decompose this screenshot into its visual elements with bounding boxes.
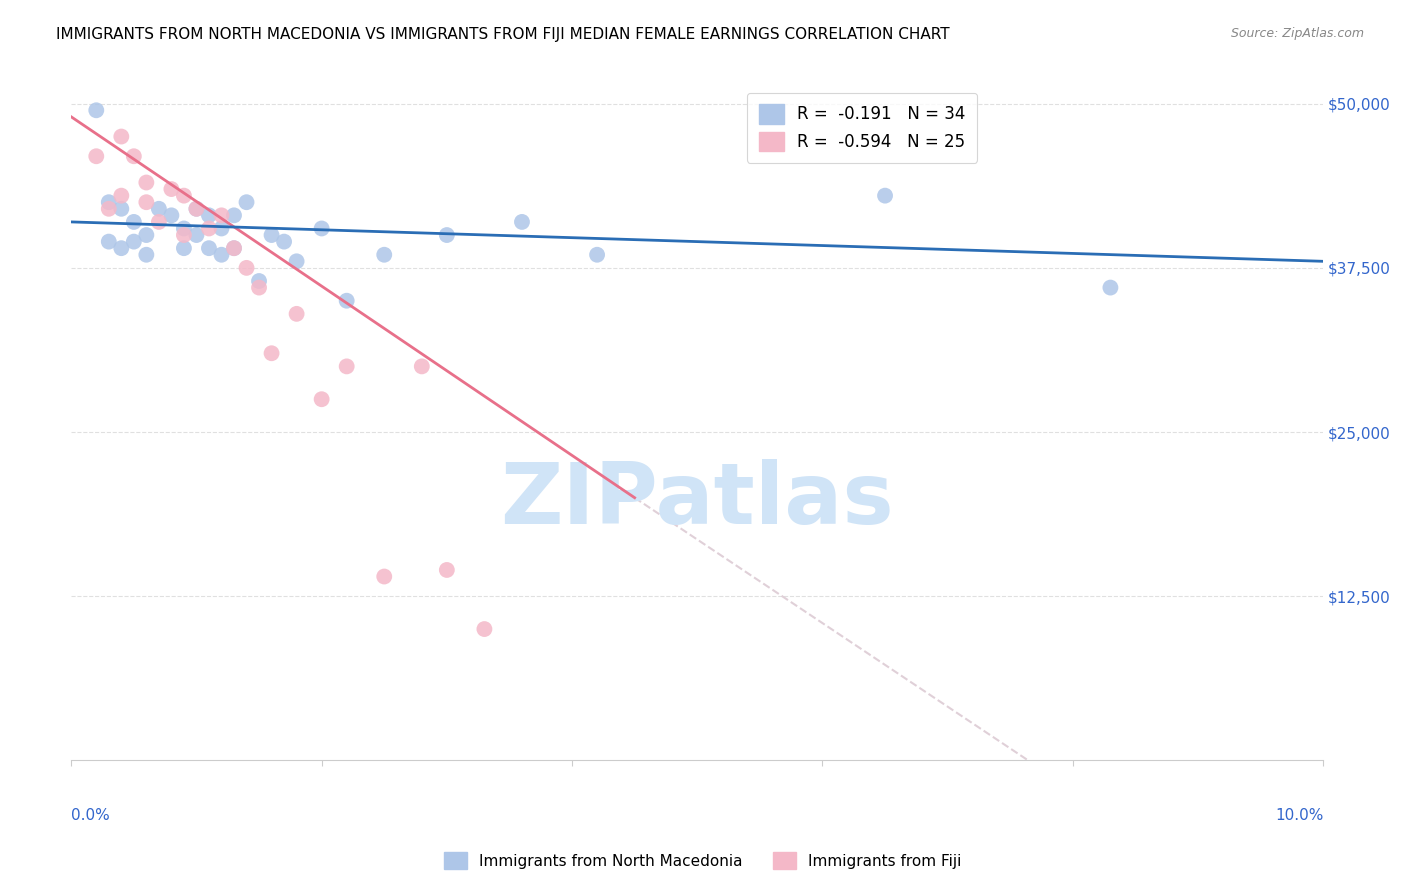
Point	[510, 215, 533, 229]
Point	[1099, 280, 1122, 294]
Point	[84, 103, 107, 118]
Point	[285, 307, 308, 321]
Point	[110, 129, 132, 144]
Point	[211, 208, 233, 222]
Legend: R =  -0.191   N = 34, R =  -0.594   N = 25: R = -0.191 N = 34, R = -0.594 N = 25	[747, 93, 977, 162]
Point	[97, 195, 120, 210]
Point	[873, 188, 896, 202]
Point	[211, 248, 233, 262]
Point	[135, 195, 157, 210]
Point	[186, 202, 208, 216]
Point	[110, 241, 132, 255]
Point	[173, 221, 195, 235]
Point	[160, 182, 183, 196]
Point	[122, 149, 145, 163]
Point	[474, 622, 496, 636]
Point	[110, 202, 132, 216]
Point	[122, 215, 145, 229]
Text: ZIPatlas: ZIPatlas	[501, 459, 894, 542]
Point	[97, 202, 120, 216]
Point	[135, 248, 157, 262]
Point	[273, 235, 295, 249]
Point	[160, 208, 183, 222]
Point	[436, 563, 458, 577]
Point	[186, 202, 208, 216]
Point	[336, 359, 359, 374]
Point	[235, 260, 257, 275]
Point	[198, 221, 221, 235]
Point	[373, 248, 395, 262]
Text: Source: ZipAtlas.com: Source: ZipAtlas.com	[1230, 27, 1364, 40]
Point	[84, 149, 107, 163]
Point	[247, 274, 270, 288]
Legend: Immigrants from North Macedonia, Immigrants from Fiji: Immigrants from North Macedonia, Immigra…	[439, 846, 967, 875]
Point	[586, 248, 609, 262]
Text: IMMIGRANTS FROM NORTH MACEDONIA VS IMMIGRANTS FROM FIJI MEDIAN FEMALE EARNINGS C: IMMIGRANTS FROM NORTH MACEDONIA VS IMMIG…	[56, 27, 950, 42]
Point	[235, 195, 257, 210]
Point	[211, 221, 233, 235]
Point	[173, 241, 195, 255]
Point	[260, 346, 283, 360]
Point	[135, 176, 157, 190]
Text: 0.0%: 0.0%	[72, 808, 110, 823]
Point	[198, 208, 221, 222]
Point	[247, 280, 270, 294]
Point	[173, 228, 195, 243]
Point	[222, 241, 245, 255]
Point	[122, 235, 145, 249]
Point	[436, 228, 458, 243]
Text: 10.0%: 10.0%	[1275, 808, 1323, 823]
Point	[311, 221, 333, 235]
Point	[97, 235, 120, 249]
Point	[336, 293, 359, 308]
Point	[222, 208, 245, 222]
Point	[173, 188, 195, 202]
Point	[311, 392, 333, 407]
Point	[411, 359, 433, 374]
Point	[148, 202, 170, 216]
Point	[260, 228, 283, 243]
Point	[222, 241, 245, 255]
Point	[148, 215, 170, 229]
Point	[373, 569, 395, 583]
Point	[110, 188, 132, 202]
Point	[285, 254, 308, 268]
Point	[198, 241, 221, 255]
Point	[135, 228, 157, 243]
Point	[186, 228, 208, 243]
